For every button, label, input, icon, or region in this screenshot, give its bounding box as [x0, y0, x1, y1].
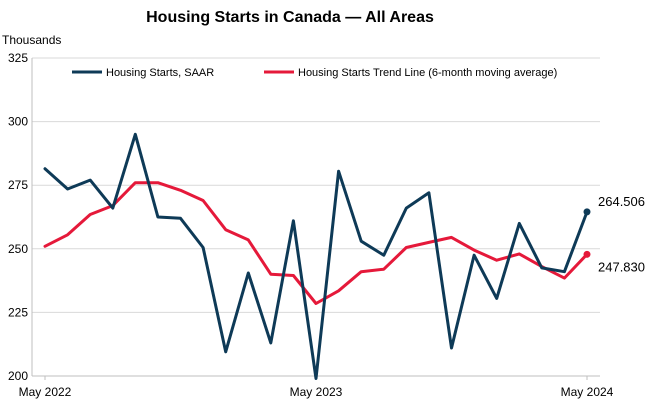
y-axis-label: Thousands — [2, 33, 61, 47]
legend-entry: Housing Starts, SAAR — [106, 67, 214, 79]
series-lines — [43, 132, 591, 380]
x-tick-label: May 2024 — [561, 385, 614, 399]
y-tick-label: 200 — [8, 369, 28, 383]
series-end-marker — [583, 250, 591, 258]
end-value-label: 247.830 — [598, 259, 645, 274]
end-value-labels: 247.830 264.506 — [598, 194, 645, 274]
y-tick-label: 325 — [8, 51, 28, 65]
x-tick-label: May 2023 — [290, 385, 343, 399]
series-line-housing-starts — [43, 132, 589, 380]
y-tick-label: 250 — [8, 242, 28, 256]
y-tick-label: 225 — [8, 305, 28, 319]
y-tick-label: 300 — [8, 115, 28, 129]
legend-entry: Housing Starts Trend Line (6-month movin… — [298, 67, 557, 79]
legend: Housing Starts, SAAR Housing Starts Trend… — [72, 67, 557, 79]
y-tick-label: 275 — [8, 178, 28, 192]
chart-title: Housing Starts in Canada — All Areas — [146, 9, 434, 26]
x-tick-label: May 2022 — [19, 385, 72, 399]
series-end-marker — [583, 208, 591, 216]
gridlines — [32, 57, 600, 313]
series-line-trend — [43, 181, 589, 305]
end-value-label: 264.506 — [598, 194, 645, 209]
